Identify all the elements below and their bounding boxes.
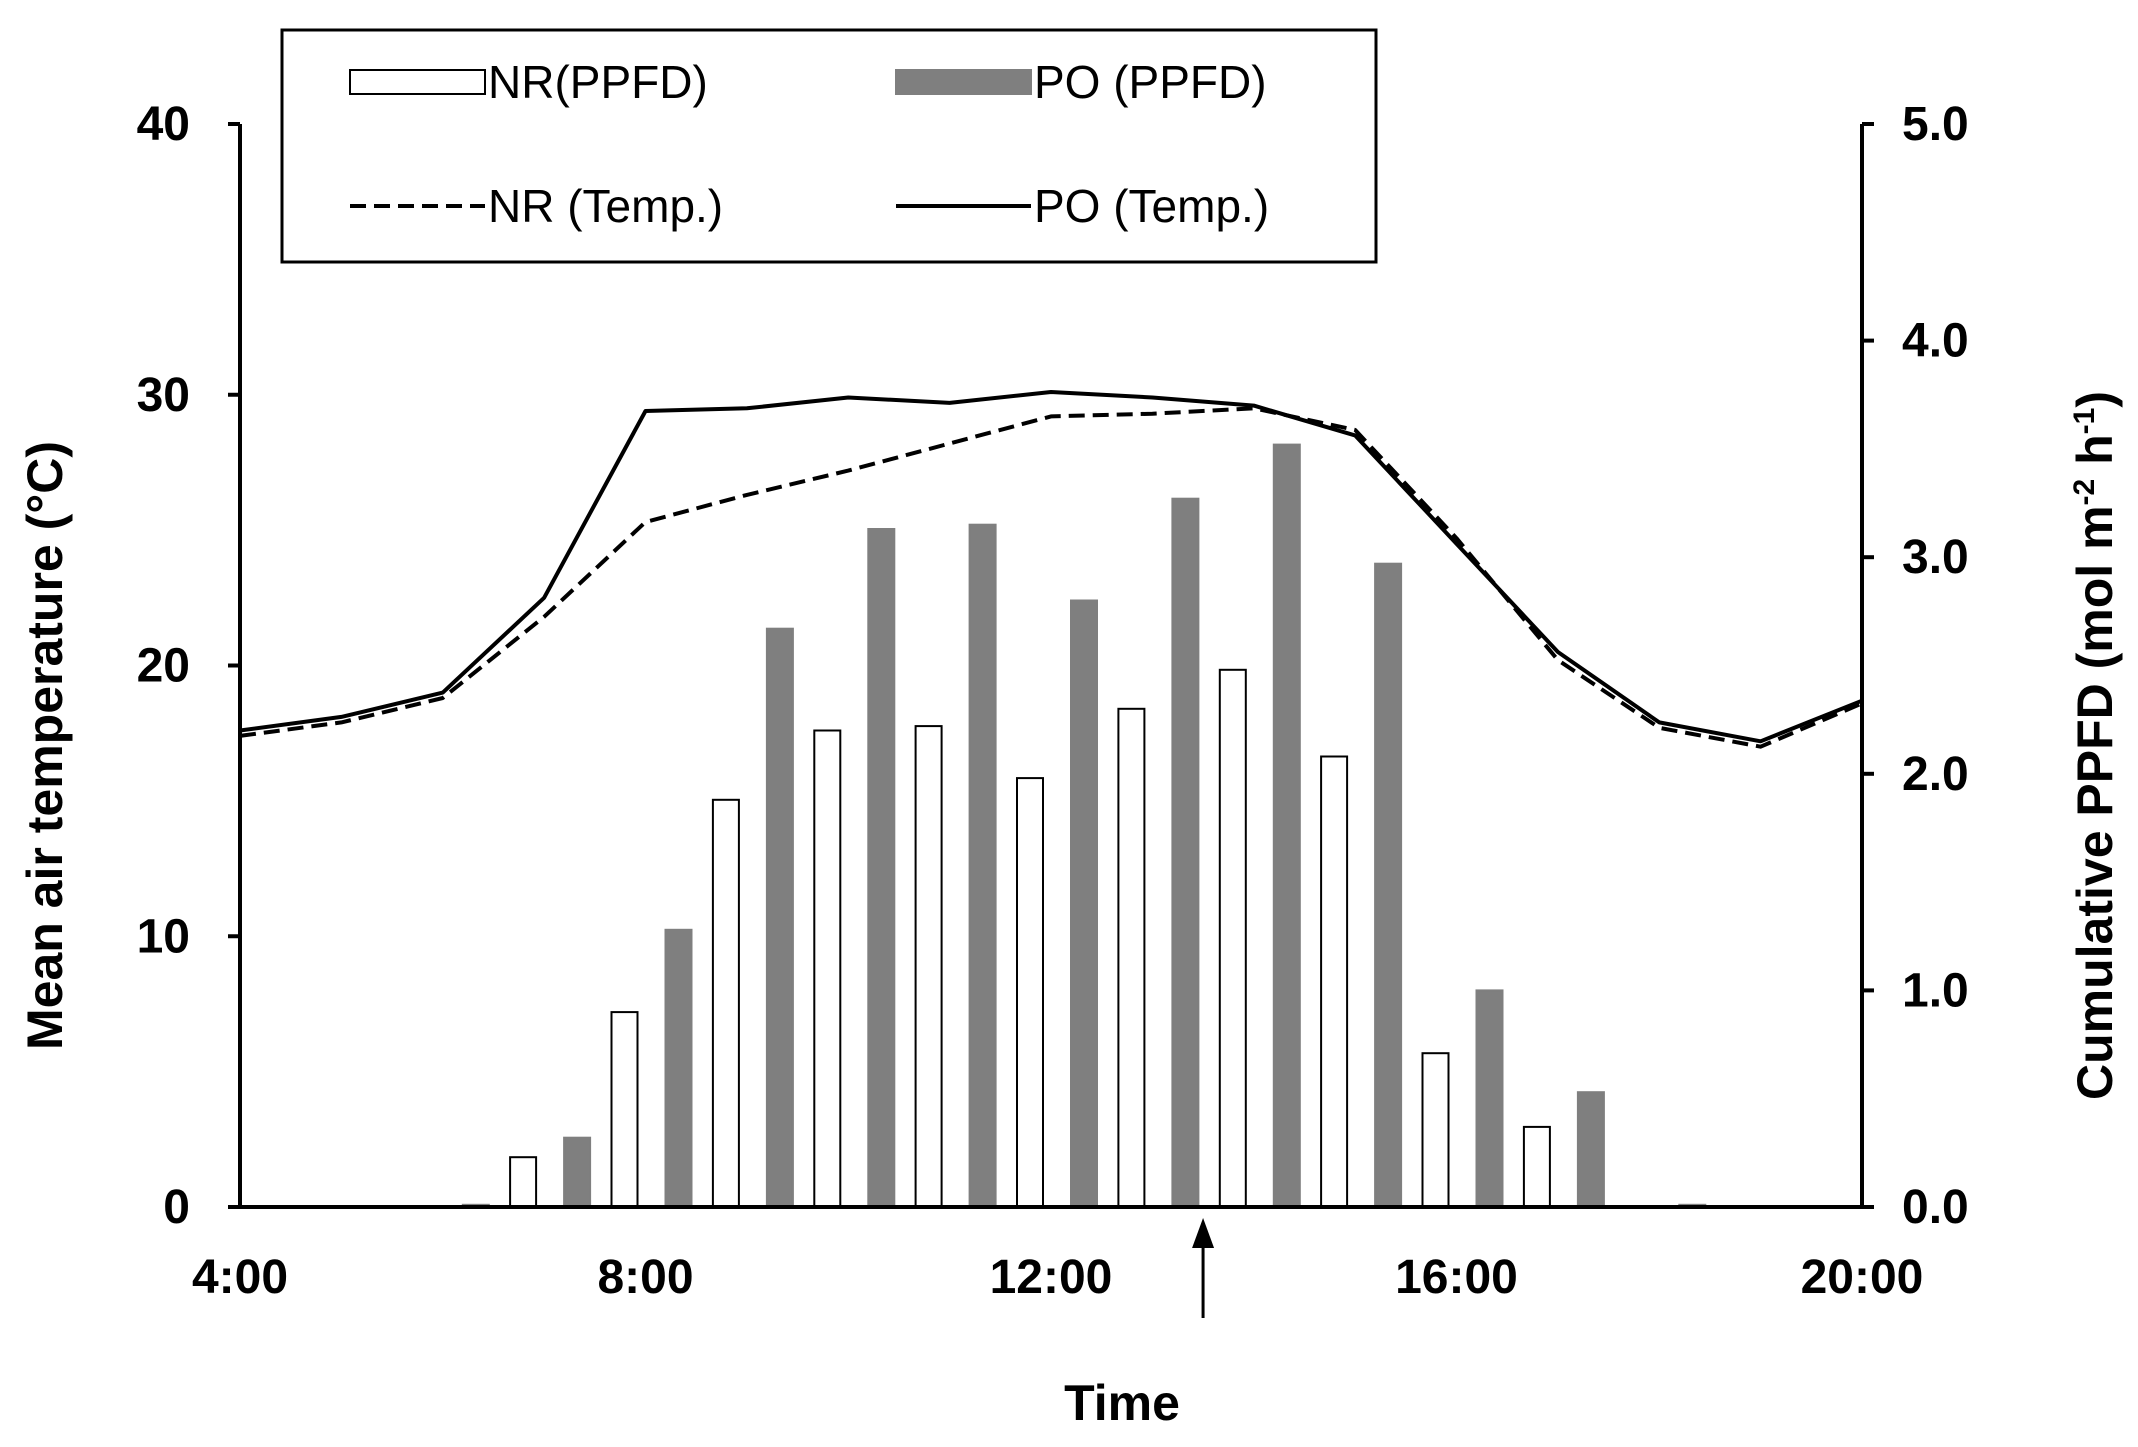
po-ppfd-bar — [563, 1136, 592, 1208]
right-tick-label: 4.0 — [1902, 315, 1969, 368]
right-axis-title-part: h — [2067, 434, 2123, 478]
nr-temp-line — [239, 406, 1863, 749]
nr-ppfd-bar — [1218, 668, 1247, 1208]
right-axis-title-superscript: -2 — [2068, 479, 2101, 506]
po-ppfd-bar — [1272, 443, 1301, 1209]
nr-ppfd-bar — [1522, 1125, 1551, 1209]
po-ppfd-bar — [1374, 562, 1403, 1208]
x-axis-title: Time — [1064, 1375, 1180, 1431]
annotations-layer — [1192, 1218, 1215, 1318]
x-tick-label: 20:00 — [1801, 1251, 1924, 1304]
po-ppfd-bar — [1576, 1091, 1605, 1208]
legend-label: PO (PPFD) — [1034, 56, 1267, 108]
nr-ppfd-bar — [914, 725, 943, 1208]
left-tick-label: 30 — [137, 369, 190, 422]
nr-ppfd-bar — [509, 1156, 538, 1208]
legend-label: NR (Temp.) — [488, 180, 723, 232]
right-axis-title-part: Cumulative PPFD (mol m — [2067, 505, 2123, 1100]
left-axis-title: Mean air temperature (°C) — [17, 441, 73, 1050]
nr-ppfd-bar — [813, 729, 842, 1208]
po-ppfd-bar — [968, 523, 997, 1208]
legend-nr-ppfd-swatch — [349, 69, 486, 95]
nr-ppfd-bar — [711, 798, 740, 1208]
po-temp-line — [239, 390, 1863, 744]
nr-ppfd-bar — [1421, 1052, 1450, 1208]
legend-label: PO (Temp.) — [1034, 180, 1269, 232]
left-tick-label: 0 — [163, 1181, 190, 1234]
right-tick-label: 5.0 — [1902, 98, 1969, 151]
right-tick-label: 3.0 — [1902, 531, 1969, 584]
x-tick-label: 12:00 — [990, 1251, 1113, 1304]
axes-layer: 0 10 20 30 40 0.0 1.0 2.0 3.0 4.0 5.0 4:00 8:00 12:00… — [17, 98, 2123, 1431]
po-ppfd-bar — [1171, 497, 1200, 1208]
po-ppfd-bar — [664, 928, 693, 1208]
right-axis-title-part: ) — [2067, 391, 2123, 408]
po-ppfd-bar — [765, 627, 794, 1208]
left-tick-label: 20 — [137, 640, 190, 693]
left-tick-label: 40 — [137, 98, 190, 151]
x-tick-label: 8:00 — [597, 1251, 693, 1304]
nr-ppfd-bar — [1016, 777, 1044, 1208]
legend-box — [280, 28, 1378, 264]
legend-label: NR(PPFD) — [488, 56, 708, 108]
x-tick-label: 16:00 — [1395, 1251, 1518, 1304]
bars-layer — [407, 443, 1707, 1209]
right-axis-title-superscript: -1 — [2068, 408, 2101, 435]
po-ppfd-bar — [867, 528, 896, 1208]
arrow-up-icon — [1192, 1218, 1215, 1248]
po-ppfd-bar — [1070, 599, 1098, 1208]
right-tick-label: 1.0 — [1902, 964, 1969, 1017]
nr-ppfd-bar — [610, 1011, 639, 1208]
left-tick-label: 10 — [137, 910, 190, 963]
x-tick-label: 4:00 — [192, 1251, 288, 1304]
right-axis-title: Cumulative PPFD (mol m-2 h-1) — [2067, 391, 2123, 1100]
nr-ppfd-bar — [1117, 707, 1146, 1208]
right-tick-label: 2.0 — [1902, 748, 1969, 801]
right-tick-label: 0.0 — [1902, 1181, 1969, 1234]
po-ppfd-bar — [1475, 989, 1504, 1209]
legend-po-ppfd-swatch — [895, 69, 1032, 95]
legend: NR(PPFD) PO (PPFD) NR (Temp.) PO (Temp.) — [280, 28, 1378, 264]
nr-ppfd-bar — [1320, 755, 1349, 1208]
lines-layer — [239, 390, 1863, 749]
